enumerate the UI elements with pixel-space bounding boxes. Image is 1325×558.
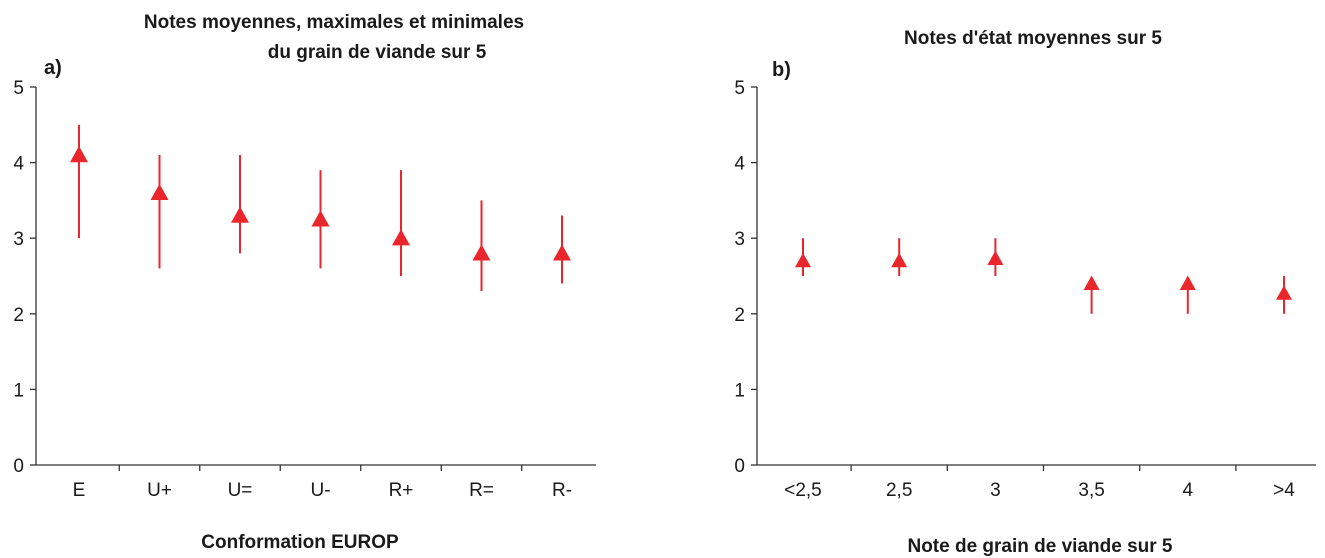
- chart-a-title-line2: du grain de viande sur 5: [268, 42, 487, 63]
- chart-a-x-axis-label: Conformation EUROP: [201, 532, 399, 553]
- chart-a-title-line1: Notes moyennes, maximales et minimales: [144, 12, 524, 33]
- chart-b-x-tick-label: 3,5: [1078, 480, 1104, 501]
- chart-b-x-axis: <2,5 2,5 3 3,5 4 >4: [757, 464, 1316, 501]
- chart-a-x-tick-label: R=: [469, 480, 494, 501]
- chart-a-x-tick-label: R-: [552, 480, 572, 501]
- chart-a-x-tick-label: U+: [147, 480, 172, 501]
- chart-a-y-tick-label: 2: [13, 305, 24, 326]
- chart-a-x-tick-label: R+: [389, 480, 414, 501]
- chart-a-mean-marker: [231, 206, 249, 223]
- chart-a-x-tick-label: E: [73, 480, 86, 501]
- chart-b-y-tick-label: 4: [734, 154, 745, 175]
- chart-a-mean-marker: [311, 210, 330, 227]
- chart-b-mean-marker: [1179, 275, 1196, 290]
- chart-a-x-tick-label: U=: [228, 480, 253, 501]
- chart-b-mean-marker: [1083, 275, 1100, 290]
- chart-b-panel-label: b): [772, 59, 791, 81]
- chart-a-y-axis: 0 1 2 3 4 5: [13, 78, 37, 477]
- chart-b-x-tick-label: >4: [1273, 480, 1295, 501]
- chart-a-panel-label: a): [44, 57, 62, 79]
- chart-a-x-tick-label: U-: [310, 480, 330, 501]
- chart-b-mean-marker: [987, 250, 1004, 266]
- chart-b-mean-marker: [795, 252, 811, 268]
- chart-b-y-tick-label: 5: [734, 78, 745, 99]
- chart-a-y-tick-label: 1: [13, 380, 24, 401]
- chart-a-series: [70, 124, 571, 292]
- chart-b-y-axis: 0 1 2 3 4 5: [734, 78, 758, 477]
- chart-a-y-tick-label: 3: [13, 229, 24, 250]
- chart-b-series: [795, 238, 1292, 314]
- chart-b-x-tick-label: 4: [1183, 480, 1194, 501]
- chart-b-title: Notes d'état moyennes sur 5: [904, 28, 1162, 49]
- chart-b-x-tick-label: 2,5: [886, 480, 912, 501]
- chart-b-mean-marker: [891, 252, 908, 268]
- chart-a-mean-marker: [472, 244, 491, 261]
- chart-b-mean-marker: [1276, 285, 1292, 300]
- chart-panel-a: Notes moyennes, maximales et minimales d…: [13, 12, 596, 553]
- chart-a-y-tick-label: 4: [13, 154, 24, 175]
- chart-b-x-axis-label: Note de grain de viande sur 5: [907, 536, 1172, 557]
- chart-b-y-tick-label: 3: [734, 229, 745, 250]
- chart-b-y-tick-label: 2: [734, 305, 745, 326]
- chart-a-mean-marker: [70, 146, 88, 163]
- chart-a-y-tick-label: 0: [13, 456, 24, 477]
- chart-b-y-tick-label: 1: [734, 380, 745, 401]
- chart-b-y-tick-label: 0: [734, 456, 745, 477]
- chart-a-mean-marker: [553, 244, 571, 261]
- chart-b-x-tick-label: <2,5: [784, 480, 822, 501]
- chart-b-x-tick-label: 3: [990, 480, 1001, 501]
- chart-panel-b: Notes d'état moyennes sur 5 b) 0 1 2 3 4 5 <2…: [734, 28, 1316, 557]
- chart-a-mean-marker: [392, 229, 410, 246]
- chart-a-mean-marker: [150, 183, 169, 201]
- chart-a-y-tick-label: 5: [13, 78, 24, 99]
- chart-a-x-axis: E U+ U= U- R+ R= R-: [36, 464, 596, 501]
